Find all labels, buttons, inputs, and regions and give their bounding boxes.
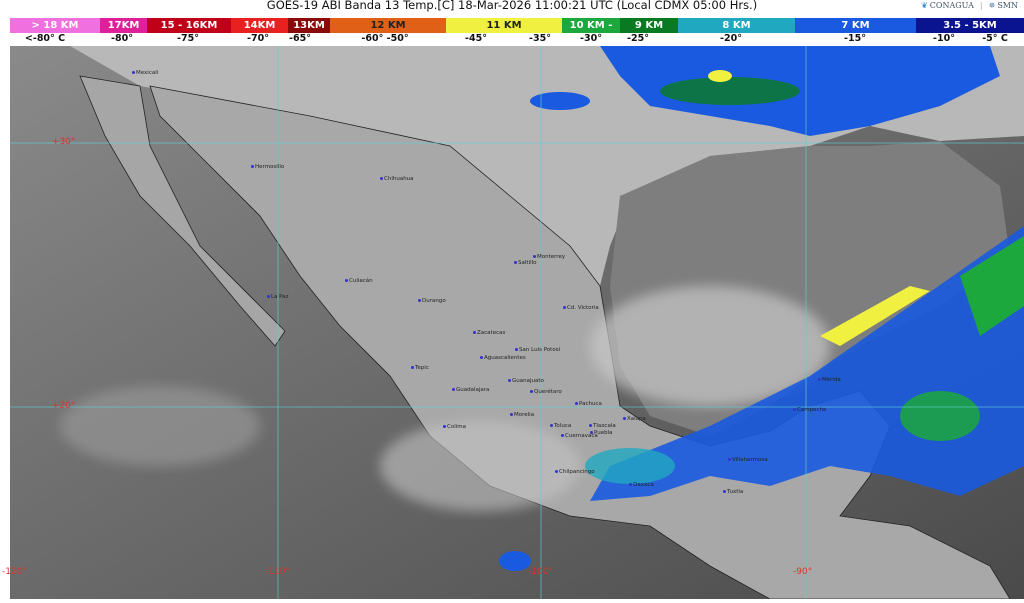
temp-label: -15° <box>844 33 866 44</box>
lat-label: +30° <box>52 137 76 147</box>
color-legend: > 18 KM 17KM 15 - 16KM 14KM 13KM 12 KM 1… <box>10 18 1024 33</box>
city-label: Colima <box>443 424 466 430</box>
city-label: Villahermosa <box>728 457 768 463</box>
temp-label: -30° <box>580 33 602 44</box>
agency-logos: ❦ CONAGUA | ✵ SMN <box>921 1 1018 10</box>
city-label: Oaxaca <box>629 482 654 488</box>
legend-band: > 18 KM <box>10 18 100 33</box>
temp-label: -70° <box>247 33 269 44</box>
legend-band: 10 KM - <box>562 18 620 33</box>
city-label: Saltillo <box>514 260 537 266</box>
satellite-map[interactable]: +30° +20° -120° -110° -100° -90° Mexical… <box>2 46 1024 600</box>
cloud-top-regions <box>499 46 1024 571</box>
city-label: Cuernavaca <box>561 433 598 439</box>
temp-label: -65° <box>289 33 311 44</box>
legend-band: 8 KM <box>678 18 795 33</box>
city-label: Tuxtla <box>723 489 743 495</box>
legend-band: 7 KM <box>795 18 916 33</box>
temperature-scale: <-80° C -80° -75° -70° -65° -60° -50° -4… <box>0 33 1024 46</box>
temp-label: <-80° C <box>24 33 66 44</box>
city-label: Toluca <box>550 423 571 429</box>
city-label: Guadalajara <box>452 387 489 393</box>
temp-label: -35° <box>529 33 551 44</box>
city-label: Tlaxcala <box>589 423 616 429</box>
city-label: Campeche <box>793 407 826 413</box>
city-label: Chihuahua <box>380 176 414 182</box>
city-label: Querétaro <box>530 389 562 395</box>
legend-band: 12 KM <box>330 18 446 33</box>
city-label: Culiacán <box>345 278 373 284</box>
lat-label: +20° <box>52 401 76 411</box>
legend-band: 3.5 - 5KM <box>916 18 1024 33</box>
legend-band: 17KM <box>100 18 147 33</box>
legend-band: 15 - 16KM <box>147 18 231 33</box>
temp-label: -45° <box>465 33 487 44</box>
temp-label: -5° C <box>982 33 1008 44</box>
lon-label: -120° <box>2 567 27 577</box>
temp-label: -20° <box>720 33 742 44</box>
temp-label: -25° <box>627 33 649 44</box>
legend-band: 14KM <box>231 18 288 33</box>
lon-label: -110° <box>265 567 290 577</box>
legend-band: 11 KM <box>446 18 562 33</box>
smn-logo: ✵ SMN <box>988 1 1018 10</box>
lon-label: -100° <box>528 567 553 577</box>
legend-band: 9 KM <box>620 18 678 33</box>
lon-label: -90° <box>793 567 813 577</box>
city-label: Mexicali <box>132 70 158 76</box>
city-label: Durango <box>418 298 446 304</box>
smn-logo-text: SMN <box>997 1 1018 10</box>
city-label: Aguascalientes <box>480 355 526 361</box>
city-label: Pachuca <box>575 401 602 407</box>
city-label: Hermosillo <box>251 164 284 170</box>
temp-label: -80° <box>111 33 133 44</box>
city-label: Tepic <box>411 365 429 371</box>
temp-label: -75° <box>177 33 199 44</box>
city-label: Mérida <box>818 377 841 383</box>
conagua-logo-text: CONAGUA <box>929 1 974 10</box>
satellite-imagery <box>10 46 1024 600</box>
city-label: Morelia <box>510 412 534 418</box>
city-label: Monterrey <box>533 254 565 260</box>
temp-label: -60° -50° <box>361 33 409 44</box>
city-label: La Paz <box>267 294 289 300</box>
city-label: Chilpancingo <box>555 469 595 475</box>
temp-label: -10° <box>933 33 955 44</box>
city-label: Cd. Victoria <box>563 305 599 311</box>
land-baja <box>79 75 286 347</box>
city-label: Puebla <box>590 430 612 436</box>
city-label: Xalapa <box>623 416 646 422</box>
city-label: San Luis Potosí <box>515 347 560 353</box>
conagua-logo: ❦ CONAGUA <box>921 1 974 10</box>
image-title: GOES-19 ABI Banda 13 Temp.[C] 18-Mar-202… <box>266 0 758 12</box>
legend-band: 13KM <box>288 18 330 33</box>
city-label: Guanajuato <box>508 378 544 384</box>
city-label: Zacatecas <box>473 330 505 336</box>
graticule <box>10 46 1024 599</box>
